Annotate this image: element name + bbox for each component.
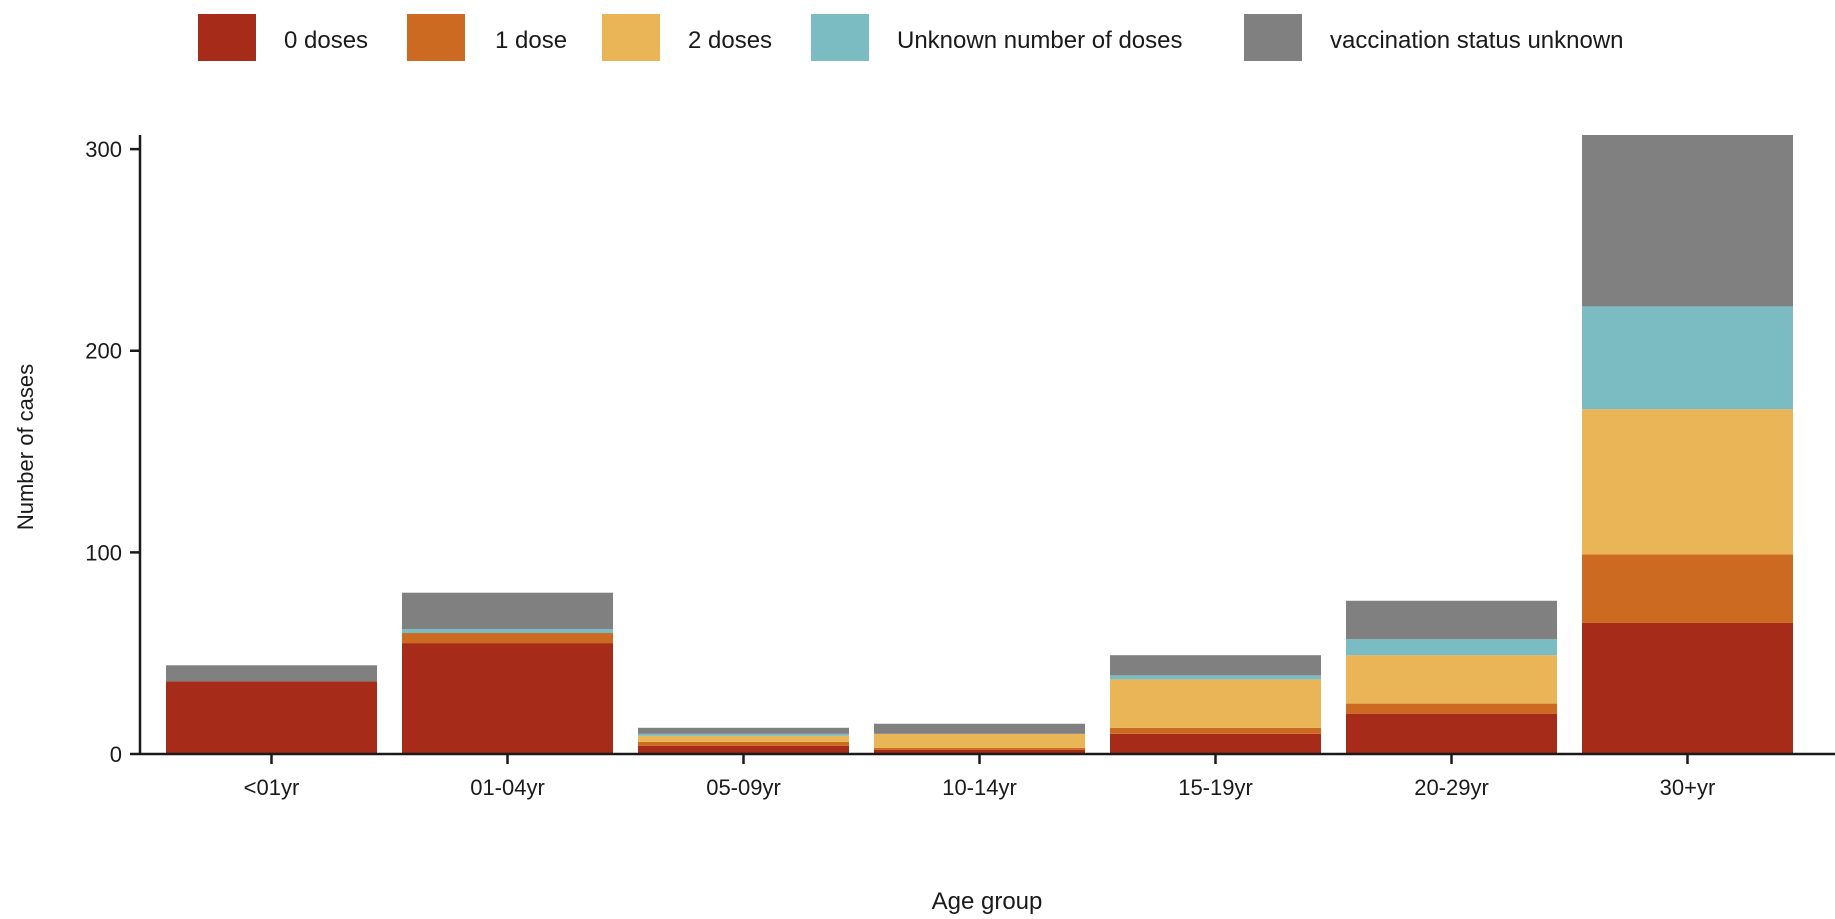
bar-segment-4-2 bbox=[1110, 679, 1321, 728]
legend-label-1: 1 dose bbox=[495, 27, 567, 54]
legend-swatch-0 bbox=[198, 14, 256, 61]
y-tick-label-2: 200 bbox=[85, 339, 122, 364]
bar-segment-1-3 bbox=[402, 628, 613, 634]
bar-segment-4-4 bbox=[1110, 655, 1321, 676]
bar-segment-4-1 bbox=[1110, 727, 1321, 734]
legend-swatch-2 bbox=[602, 14, 660, 61]
bar-segment-2-0 bbox=[638, 745, 849, 754]
bar-segment-1-4 bbox=[402, 592, 613, 629]
bar-segment-5-1 bbox=[1346, 703, 1557, 714]
bar-segment-5-0 bbox=[1346, 713, 1557, 754]
bar-segment-5-3 bbox=[1346, 639, 1557, 656]
bar-segment-5-2 bbox=[1346, 655, 1557, 704]
x-tick-label-6: 30+yr bbox=[1660, 775, 1716, 800]
bar-segment-3-0 bbox=[874, 749, 1085, 754]
bar-segment-6-1 bbox=[1582, 554, 1793, 623]
bar-segment-1-0 bbox=[402, 643, 613, 754]
x-tick-label-3: 10-14yr bbox=[942, 775, 1017, 800]
bar-segment-5-4 bbox=[1346, 600, 1557, 640]
bar-segment-0-4 bbox=[166, 665, 377, 682]
x-tick-label-0: <01yr bbox=[244, 775, 300, 800]
legend-label-4: vaccination status unknown bbox=[1330, 27, 1624, 54]
bar-segment-2-1 bbox=[638, 741, 849, 746]
y-tick-label-0: 0 bbox=[110, 742, 122, 767]
y-tick-label-1: 100 bbox=[85, 540, 122, 565]
x-axis-title: Age group bbox=[932, 888, 1043, 914]
bar-segment-1-1 bbox=[402, 633, 613, 644]
legend-swatch-4 bbox=[1244, 14, 1302, 61]
legend-label-3: Unknown number of doses bbox=[897, 27, 1183, 54]
x-tick-label-2: 05-09yr bbox=[706, 775, 781, 800]
axes: 0 100 200 300 <01yr 01-04yr 05-09yr 10-14yr 15-1… bbox=[85, 135, 1835, 800]
legend-swatch-3 bbox=[811, 14, 869, 61]
bar-segment-3-4 bbox=[874, 723, 1085, 734]
x-tick-label-1: 01-04yr bbox=[470, 775, 545, 800]
bar-segment-6-4 bbox=[1582, 135, 1793, 307]
bar-segment-3-1 bbox=[874, 747, 1085, 750]
bars bbox=[166, 135, 1793, 754]
bar-segment-2-3 bbox=[638, 733, 849, 736]
bar-segment-0-0 bbox=[166, 681, 377, 754]
bar-segment-2-2 bbox=[638, 735, 849, 742]
bar-segment-6-0 bbox=[1582, 622, 1793, 754]
y-tick-label-3: 300 bbox=[85, 137, 122, 162]
x-tick-label-5: 20-29yr bbox=[1414, 775, 1489, 800]
bar-segment-3-2 bbox=[874, 733, 1085, 748]
bar-segment-2-4 bbox=[638, 727, 849, 734]
legend-label-0: 0 doses bbox=[284, 27, 368, 54]
legend-label-2: 2 doses bbox=[688, 27, 772, 54]
y-axis-title: Number of cases bbox=[13, 364, 38, 530]
x-tick-label-4: 15-19yr bbox=[1178, 775, 1253, 800]
legend-swatch-1 bbox=[407, 14, 465, 61]
bar-segment-6-3 bbox=[1582, 306, 1793, 410]
bar-segment-4-3 bbox=[1110, 675, 1321, 680]
bar-segment-6-2 bbox=[1582, 409, 1793, 555]
bar-segment-4-0 bbox=[1110, 733, 1321, 754]
legend: 0 doses 1 dose 2 doses Unknown number of do… bbox=[198, 14, 1624, 61]
